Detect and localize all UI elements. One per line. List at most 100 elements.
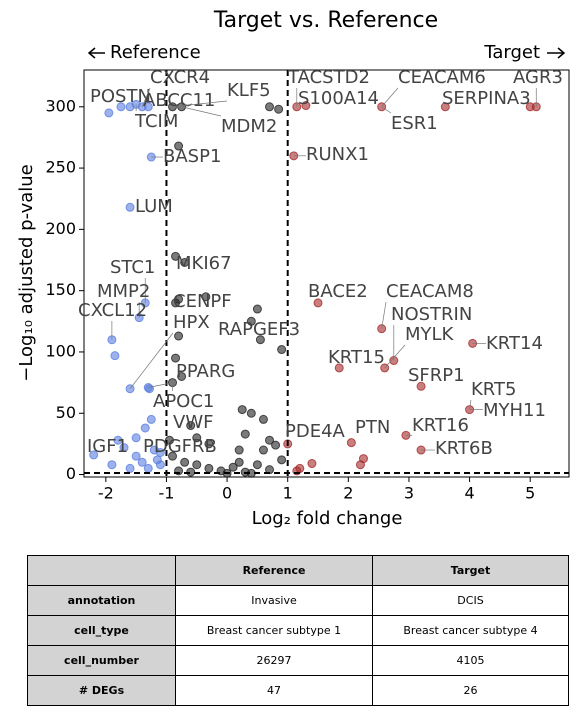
gene-label: LUM xyxy=(135,196,173,217)
point xyxy=(174,141,184,151)
point xyxy=(171,353,181,363)
y-axis-label: −Log₁₀ adjusted p-value xyxy=(16,164,37,382)
point xyxy=(204,463,214,473)
point xyxy=(104,108,114,118)
gene-label: KRT5 xyxy=(471,379,516,400)
point xyxy=(274,104,284,114)
point xyxy=(180,457,190,467)
point xyxy=(125,202,135,212)
point xyxy=(265,102,275,112)
point xyxy=(174,331,184,341)
gene-label: CENPF xyxy=(173,291,232,312)
leader-line xyxy=(381,106,392,114)
table-cell: DCIS xyxy=(372,585,569,616)
gene-label: AGR3 xyxy=(513,67,563,88)
point xyxy=(143,102,153,112)
point xyxy=(168,451,178,461)
gene-label: KRT16 xyxy=(412,415,469,436)
point xyxy=(204,439,214,449)
row-header: # DEGs xyxy=(27,675,176,706)
y-tick-label: 100 xyxy=(45,341,76,360)
point xyxy=(334,363,344,373)
x-tick-label: 0 xyxy=(222,484,232,503)
point xyxy=(277,455,287,465)
point xyxy=(192,433,202,443)
point xyxy=(301,101,311,111)
point xyxy=(246,408,256,418)
gene-label: POSTN xyxy=(90,86,151,107)
x-tick-label: 2 xyxy=(343,484,353,503)
table-cell: 26 xyxy=(372,675,569,706)
point xyxy=(277,345,287,355)
point xyxy=(234,457,244,467)
point xyxy=(307,459,317,469)
leader-line xyxy=(148,381,177,388)
gene-label: MKI67 xyxy=(176,253,232,274)
point xyxy=(143,463,153,473)
leader-line xyxy=(469,399,472,410)
target-label: Target xyxy=(483,42,540,63)
point xyxy=(255,335,265,345)
point xyxy=(180,257,190,267)
point xyxy=(171,251,181,261)
gene-label: PTN xyxy=(355,417,390,438)
leader-line xyxy=(181,106,222,117)
table-cell: Breast cancer subtype 4 xyxy=(372,615,569,646)
point xyxy=(107,460,117,470)
table-cell: Breast cancer subtype 1 xyxy=(175,615,373,646)
gene-label: S100A14 xyxy=(298,88,379,109)
gene-label: MDM2 xyxy=(221,116,277,137)
point xyxy=(346,438,356,448)
gene-label: SERPINA3 xyxy=(442,88,531,109)
gene-label: ABCC11 xyxy=(143,90,215,111)
gene-label: PDE4A xyxy=(285,421,346,442)
column-header: Target xyxy=(372,555,569,586)
info-table: Reference Target annotation Invasive DCIS c… xyxy=(27,555,569,706)
point xyxy=(116,102,126,112)
y-tick-label: 300 xyxy=(45,96,76,115)
gene-label: RAPGEF3 xyxy=(218,319,300,340)
gene-label: CEACAM8 xyxy=(386,281,474,302)
gene-label: RUNX1 xyxy=(306,144,369,165)
empty-cell xyxy=(27,555,176,586)
point xyxy=(440,102,450,112)
point xyxy=(271,440,281,450)
point xyxy=(119,443,129,453)
point xyxy=(152,455,162,465)
row-header: cell_type xyxy=(27,615,176,646)
point xyxy=(137,457,147,467)
reference-label: Reference xyxy=(110,42,201,63)
gene-label: TACSTD2 xyxy=(287,67,370,88)
gene-label: KRT15 xyxy=(328,347,385,368)
gene-label: ESR1 xyxy=(391,113,438,134)
point xyxy=(89,450,99,460)
point xyxy=(186,421,196,431)
point xyxy=(171,298,181,308)
y-tick-label: 200 xyxy=(45,219,76,238)
y-tick-label: 0 xyxy=(66,464,76,483)
point xyxy=(265,435,275,445)
gene-label: MMP2 xyxy=(97,281,150,302)
leader-line xyxy=(141,87,151,107)
leader-line xyxy=(384,344,406,369)
gene-label: STC1 xyxy=(110,257,155,278)
leader-line xyxy=(381,87,399,108)
point xyxy=(155,447,165,457)
point xyxy=(252,460,262,470)
table-cell: 4105 xyxy=(372,645,569,676)
point xyxy=(234,445,244,455)
point xyxy=(146,414,156,424)
table-cell: Invasive xyxy=(175,585,373,616)
leader-line xyxy=(381,301,387,329)
plot-frame xyxy=(83,69,570,478)
gene-label: VWF xyxy=(173,412,213,433)
gene-label: BACE2 xyxy=(308,281,368,302)
point xyxy=(201,292,211,302)
gene-label: PPARG xyxy=(176,361,235,382)
gene-label: KRT6B xyxy=(435,438,493,459)
gene-label: BASP1 xyxy=(163,146,221,167)
gene-label: CXCL12 xyxy=(78,300,147,321)
x-tick-label: 1 xyxy=(283,484,293,503)
table-cell: 47 xyxy=(175,675,373,706)
point xyxy=(252,304,262,314)
